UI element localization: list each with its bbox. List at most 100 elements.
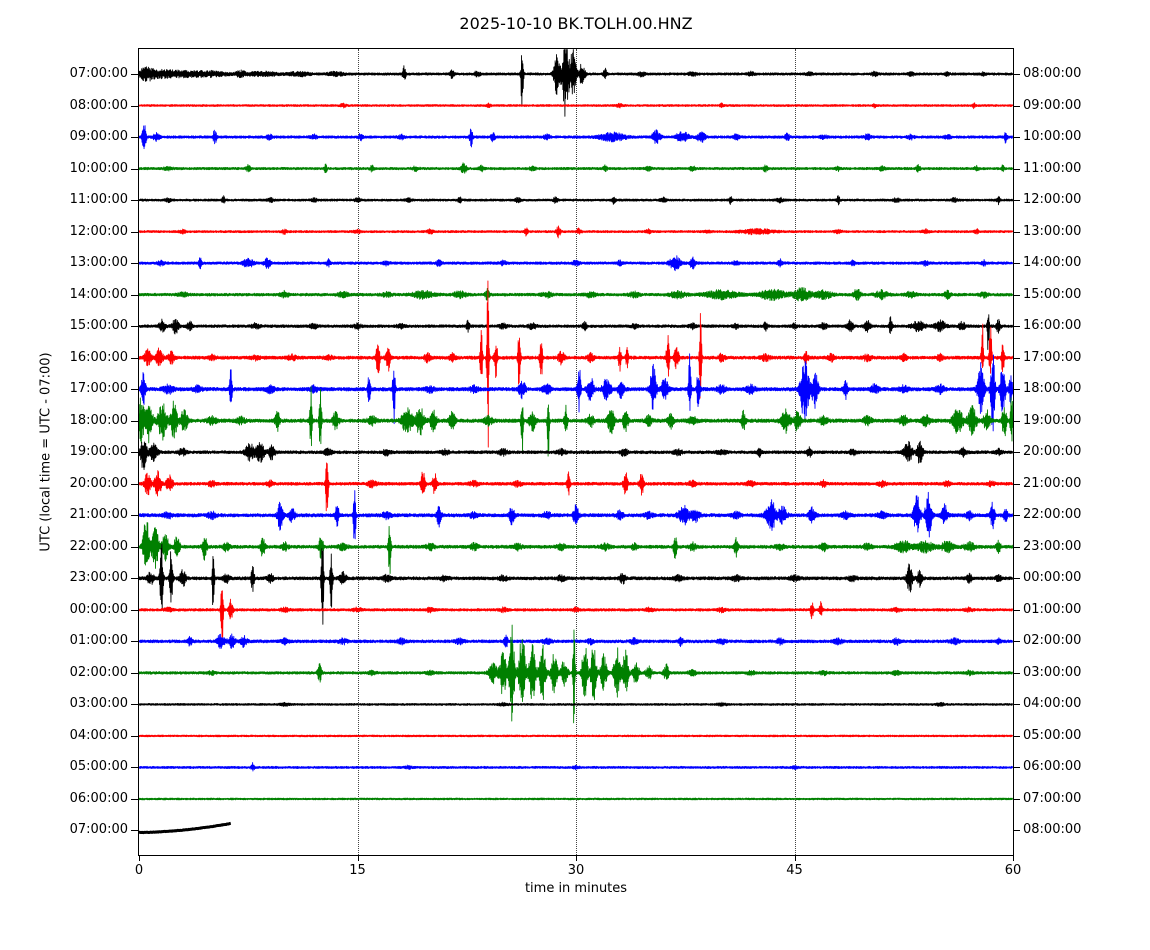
tick-right <box>1013 736 1020 737</box>
utc-time-label: 05:00:00 <box>69 759 128 775</box>
tick-left <box>131 767 138 768</box>
local-time-label: 16:00:00 <box>1023 318 1082 334</box>
utc-time-label: 22:00:00 <box>69 538 128 554</box>
plot-area <box>138 48 1014 856</box>
tick-left <box>131 295 138 296</box>
tick-left <box>131 232 138 233</box>
tick-bottom <box>358 856 359 861</box>
tick-right <box>1013 200 1020 201</box>
local-time-label: 08:00:00 <box>1023 822 1082 838</box>
tick-left <box>131 736 138 737</box>
tick-right <box>1013 358 1020 359</box>
local-time-label: 08:00:00 <box>1023 66 1082 81</box>
utc-time-label: 08:00:00 <box>69 97 128 113</box>
tick-bottom <box>1013 856 1014 861</box>
local-time-label: 20:00:00 <box>1023 444 1082 460</box>
tick-left <box>131 421 138 422</box>
tick-right <box>1013 610 1020 611</box>
tick-right <box>1013 830 1020 831</box>
tick-left <box>131 547 138 548</box>
tick-right <box>1013 169 1020 170</box>
tick-right <box>1013 389 1020 390</box>
tick-right <box>1013 452 1020 453</box>
local-time-label: 00:00:00 <box>1023 570 1082 586</box>
tick-right <box>1013 106 1020 107</box>
tick-right <box>1013 547 1020 548</box>
tick-right <box>1013 484 1020 485</box>
x-tick-label: 60 <box>1004 863 1022 878</box>
local-time-label: 01:00:00 <box>1023 601 1082 617</box>
tick-right <box>1013 421 1020 422</box>
local-time-label: 15:00:00 <box>1023 286 1082 302</box>
local-time-label: 13:00:00 <box>1023 223 1082 239</box>
tick-left <box>131 799 138 800</box>
tick-left <box>131 358 138 359</box>
local-time-label: 21:00:00 <box>1023 475 1082 491</box>
local-time-label: 22:00:00 <box>1023 507 1082 523</box>
local-time-label: 04:00:00 <box>1023 696 1082 712</box>
tick-left <box>131 452 138 453</box>
local-time-label: 07:00:00 <box>1023 790 1082 806</box>
trace-canvas <box>139 49 1013 855</box>
tick-right <box>1013 673 1020 674</box>
tick-right <box>1013 326 1020 327</box>
local-time-label: 19:00:00 <box>1023 412 1082 428</box>
utc-time-label: 10:00:00 <box>69 160 128 176</box>
tick-left <box>131 389 138 390</box>
utc-time-label: 11:00:00 <box>69 192 128 208</box>
tick-left <box>131 578 138 579</box>
x-axis-label: time in minutes <box>524 881 628 896</box>
utc-time-label: 12:00:00 <box>69 223 128 239</box>
utc-time-label: 03:00:00 <box>69 696 128 712</box>
tick-left <box>131 641 138 642</box>
local-time-label: 10:00:00 <box>1023 129 1082 145</box>
local-time-label: 05:00:00 <box>1023 727 1082 743</box>
tick-left <box>131 74 138 75</box>
local-time-label: 17:00:00 <box>1023 349 1082 365</box>
tick-left <box>131 610 138 611</box>
tick-left <box>131 704 138 705</box>
utc-time-label: 20:00:00 <box>69 475 128 491</box>
tick-right <box>1013 232 1020 233</box>
tick-left <box>131 326 138 327</box>
utc-time-label: 17:00:00 <box>69 381 128 397</box>
tick-bottom <box>795 856 796 861</box>
utc-time-label: 04:00:00 <box>69 727 128 743</box>
tick-right <box>1013 704 1020 705</box>
tick-left <box>131 200 138 201</box>
tick-right <box>1013 295 1020 296</box>
tick-left <box>131 137 138 138</box>
utc-time-label: 15:00:00 <box>69 318 128 334</box>
tick-right <box>1013 641 1020 642</box>
utc-time-label: 02:00:00 <box>69 664 128 680</box>
utc-time-label: 09:00:00 <box>69 129 128 145</box>
x-tick-label: 0 <box>134 863 144 878</box>
utc-time-label: 00:00:00 <box>69 601 128 617</box>
tick-right <box>1013 799 1020 800</box>
utc-time-label: 01:00:00 <box>69 633 128 649</box>
utc-time-label: 07:00:00 <box>69 822 128 838</box>
tick-right <box>1013 137 1020 138</box>
utc-time-label: 06:00:00 <box>69 790 128 806</box>
local-time-label: 03:00:00 <box>1023 664 1082 680</box>
local-time-label: 12:00:00 <box>1023 192 1082 208</box>
tick-right <box>1013 263 1020 264</box>
local-time-label: 23:00:00 <box>1023 538 1082 554</box>
tick-left <box>131 263 138 264</box>
utc-time-label: 18:00:00 <box>69 412 128 428</box>
utc-time-label: 16:00:00 <box>69 349 128 365</box>
tick-bottom <box>139 856 140 861</box>
tick-left <box>131 106 138 107</box>
utc-time-label: 19:00:00 <box>69 444 128 460</box>
tick-right <box>1013 74 1020 75</box>
tick-left <box>131 484 138 485</box>
x-tick-label: 15 <box>349 863 366 878</box>
utc-time-label: 13:00:00 <box>69 255 128 271</box>
tick-right <box>1013 578 1020 579</box>
tick-right <box>1013 515 1020 516</box>
tick-bottom <box>576 856 577 861</box>
tick-left <box>131 830 138 831</box>
utc-time-label: 21:00:00 <box>69 507 128 523</box>
utc-time-label: 23:00:00 <box>69 570 128 586</box>
